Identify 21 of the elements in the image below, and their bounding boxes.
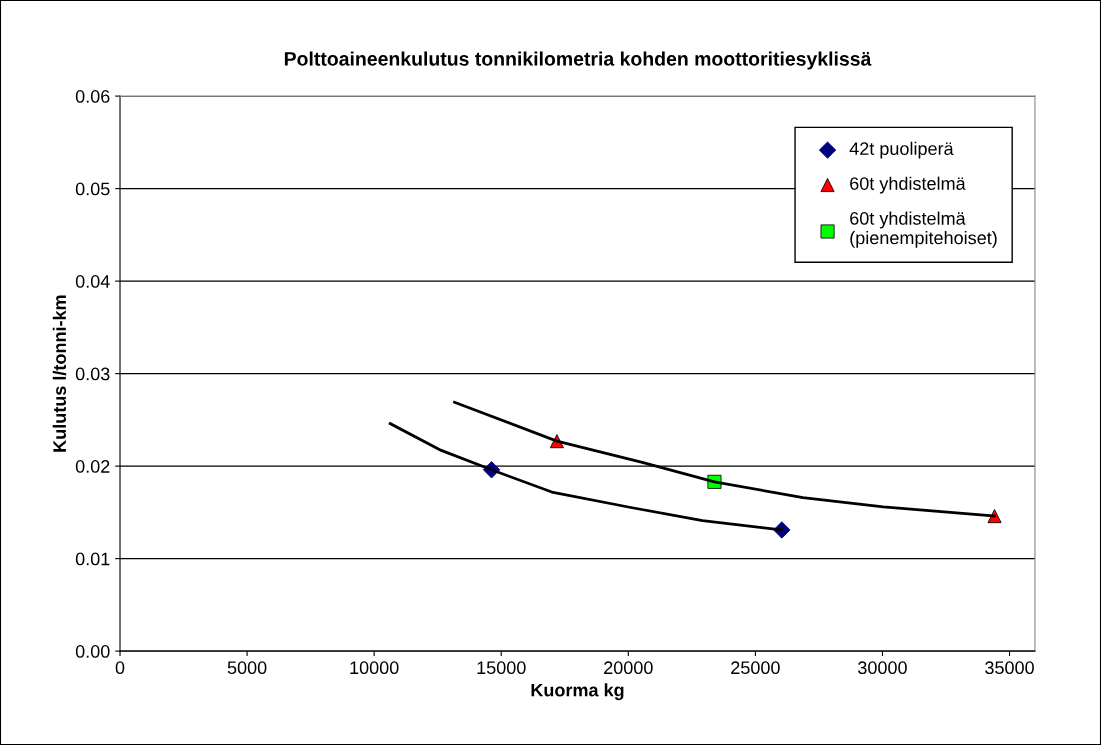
text: 0.00 — [75, 645, 110, 658]
x-tick-label: 10000 — [350, 661, 399, 675]
y-tick-label: 0.01 — [75, 552, 110, 566]
y-tick-label: 0.06 — [75, 90, 110, 103]
x-tick-label: 0 — [115, 661, 125, 675]
y-tick-label: 0.02 — [75, 460, 110, 473]
x-tick-label: 15000 — [477, 661, 526, 675]
legend-label: 42t puoliperä — [849, 141, 954, 159]
y-axis-title: Kulutus l/tonni-km — [52, 295, 67, 452]
y-tick-label: 0.05 — [75, 182, 110, 196]
y-tick-label: 0.04 — [75, 275, 110, 288]
x-tick-label: 30000 — [858, 661, 907, 675]
x-tick-label: 20000 — [604, 661, 653, 675]
x-axis-title: Kuorma kg — [531, 683, 624, 701]
x-tick-label: 25000 — [731, 661, 780, 675]
x-tick-label: 35000 — [985, 661, 1034, 675]
legend-label: 60t yhdistelmä — [850, 176, 966, 194]
x-tick-label: 5000 — [227, 661, 267, 675]
legend-label: 60t yhdistelmä (pienempitehoiset) — [850, 211, 997, 248]
chart-title: Polttoaineenkulutus tonnikilometria kohden moottoritiesyklissä — [284, 51, 872, 70]
y-tick-label: 0.03 — [75, 367, 110, 381]
